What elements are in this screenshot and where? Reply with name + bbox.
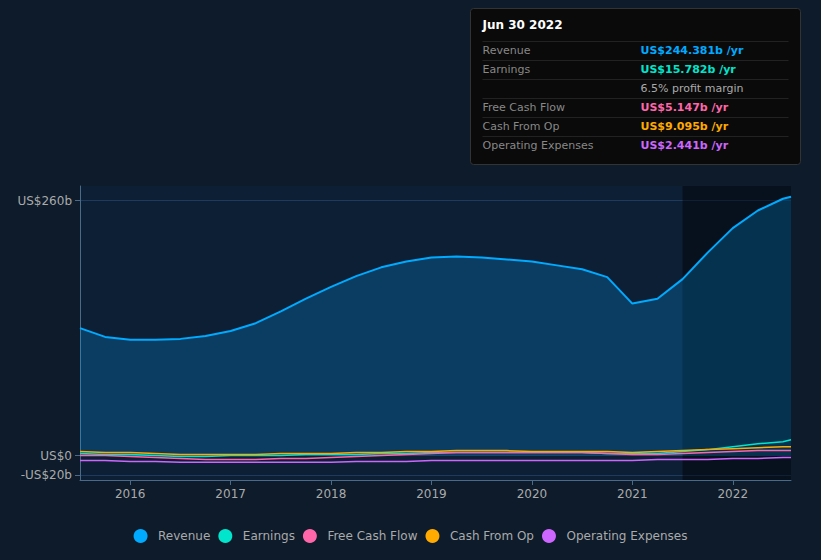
svg-text:Earnings: Earnings xyxy=(483,63,531,76)
svg-text:US$0: US$0 xyxy=(40,449,72,463)
svg-text:Operating Expenses: Operating Expenses xyxy=(566,529,687,543)
svg-text:2022: 2022 xyxy=(717,487,748,501)
svg-text:US$15.782b /yr: US$15.782b /yr xyxy=(641,63,737,76)
svg-text:Cash From Op: Cash From Op xyxy=(483,120,560,133)
svg-text:2019: 2019 xyxy=(416,487,447,501)
svg-text:Revenue: Revenue xyxy=(158,529,210,543)
svg-text:Operating Expenses: Operating Expenses xyxy=(483,139,594,152)
svg-text:2017: 2017 xyxy=(215,487,246,501)
svg-text:2018: 2018 xyxy=(316,487,347,501)
svg-text:2016: 2016 xyxy=(115,487,146,501)
svg-text:Free Cash Flow: Free Cash Flow xyxy=(327,529,417,543)
svg-text:US$9.095b /yr: US$9.095b /yr xyxy=(641,120,729,133)
svg-text:Cash From Op: Cash From Op xyxy=(450,529,534,543)
svg-text:-US$20b: -US$20b xyxy=(21,468,72,482)
svg-text:Earnings: Earnings xyxy=(243,529,295,543)
svg-text:2020: 2020 xyxy=(517,487,548,501)
svg-text:US$5.147b /yr: US$5.147b /yr xyxy=(641,101,729,114)
svg-text:US$260b: US$260b xyxy=(17,194,72,208)
svg-text:Revenue: Revenue xyxy=(483,44,531,57)
svg-text:Jun 30 2022: Jun 30 2022 xyxy=(482,18,563,32)
svg-text:6.5% profit margin: 6.5% profit margin xyxy=(641,82,744,95)
svg-text:Free Cash Flow: Free Cash Flow xyxy=(483,101,566,114)
svg-text:US$244.381b /yr: US$244.381b /yr xyxy=(641,44,745,57)
svg-text:2021: 2021 xyxy=(617,487,648,501)
svg-text:US$2.441b /yr: US$2.441b /yr xyxy=(641,139,729,152)
